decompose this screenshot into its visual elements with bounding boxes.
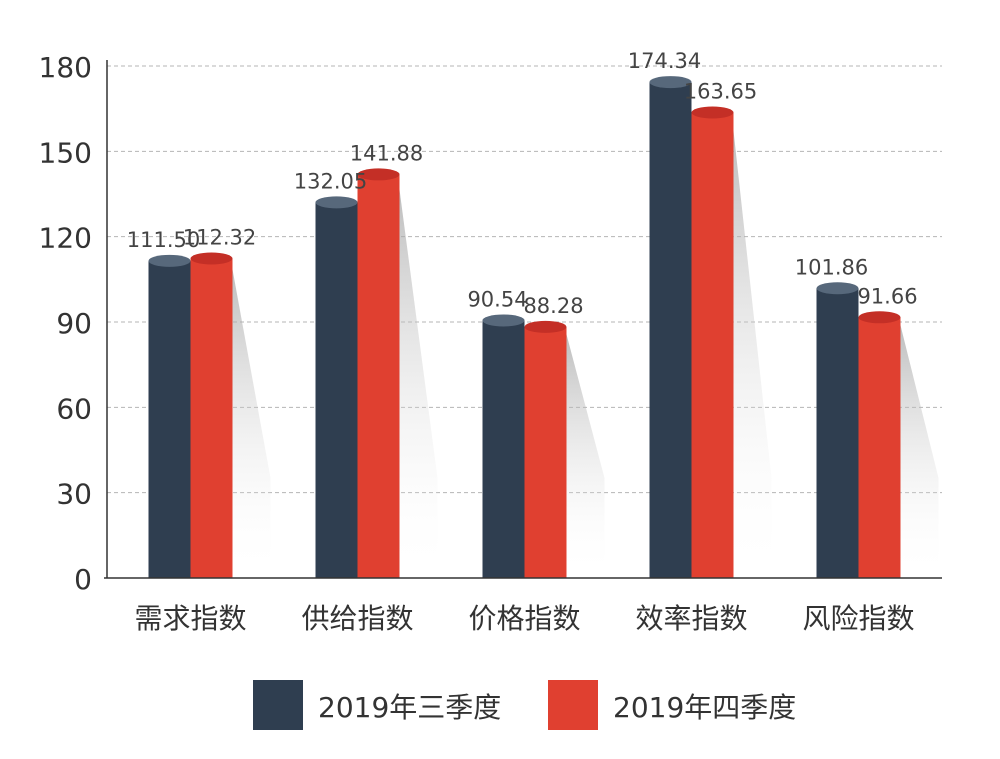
y-tick-label: 180 — [39, 51, 92, 84]
bar — [315, 202, 358, 578]
data-label: 91.66 — [857, 284, 917, 308]
bar-shadow — [397, 174, 438, 578]
bars — [148, 76, 901, 579]
x-tick-label: 价格指数 — [468, 602, 580, 635]
y-tick-label: 60 — [56, 392, 92, 425]
data-label: 90.54 — [467, 287, 527, 311]
bar-top — [190, 252, 233, 265]
bar — [524, 326, 567, 578]
data-label: 112.32 — [183, 226, 256, 250]
legend-label: 2019年三季度 — [318, 691, 501, 724]
bar-top — [858, 311, 901, 324]
y-axis: 0 30 60 90 120 150 180 — [39, 51, 108, 596]
y-tick-label: 30 — [56, 478, 92, 511]
data-label: 88.28 — [523, 294, 583, 318]
bar-shadow — [564, 326, 605, 578]
x-tick-label: 需求指数 — [134, 602, 246, 635]
bar — [858, 317, 901, 578]
bar — [649, 82, 692, 579]
bar — [691, 112, 734, 579]
bar — [190, 258, 233, 578]
bar-top — [482, 314, 525, 327]
x-tick-label: 供给指数 — [301, 602, 413, 635]
legend-swatch — [253, 680, 303, 730]
bar-shadow — [230, 258, 271, 578]
bar-top — [524, 320, 567, 333]
bar — [357, 174, 400, 578]
bar-top — [357, 168, 400, 181]
bar — [816, 288, 859, 578]
legend-label: 2019年四季度 — [613, 691, 796, 724]
data-label: 174.34 — [628, 49, 701, 73]
bar-top — [816, 282, 859, 295]
x-tick-label: 风险指数 — [802, 602, 914, 635]
bar-shadow — [898, 317, 939, 578]
bar — [148, 260, 191, 578]
bar-top — [691, 106, 734, 119]
data-label: 141.88 — [350, 141, 423, 165]
bar — [482, 320, 525, 578]
data-label: 101.86 — [795, 255, 868, 279]
y-tick-label: 90 — [56, 307, 92, 340]
legend-swatch — [548, 680, 598, 730]
data-label: 132.05 — [294, 169, 367, 193]
bar-top — [148, 254, 191, 267]
data-label: 163.65 — [684, 80, 757, 104]
y-tick-label: 120 — [39, 222, 92, 255]
y-tick-label: 0 — [74, 563, 92, 596]
data-label: 111.50 — [127, 228, 200, 252]
x-tick-label: 效率指数 — [635, 602, 747, 635]
bar-shadow — [731, 112, 772, 579]
y-tick-label: 150 — [39, 136, 92, 169]
bar-shadows — [230, 112, 939, 579]
bar-top — [649, 76, 692, 89]
x-axis: 需求指数 供给指数 价格指数 效率指数 风险指数 — [104, 577, 942, 635]
bar-top — [315, 196, 358, 209]
legend: 2019年三季度 2019年四季度 — [253, 680, 796, 730]
gridlines — [107, 65, 942, 494]
